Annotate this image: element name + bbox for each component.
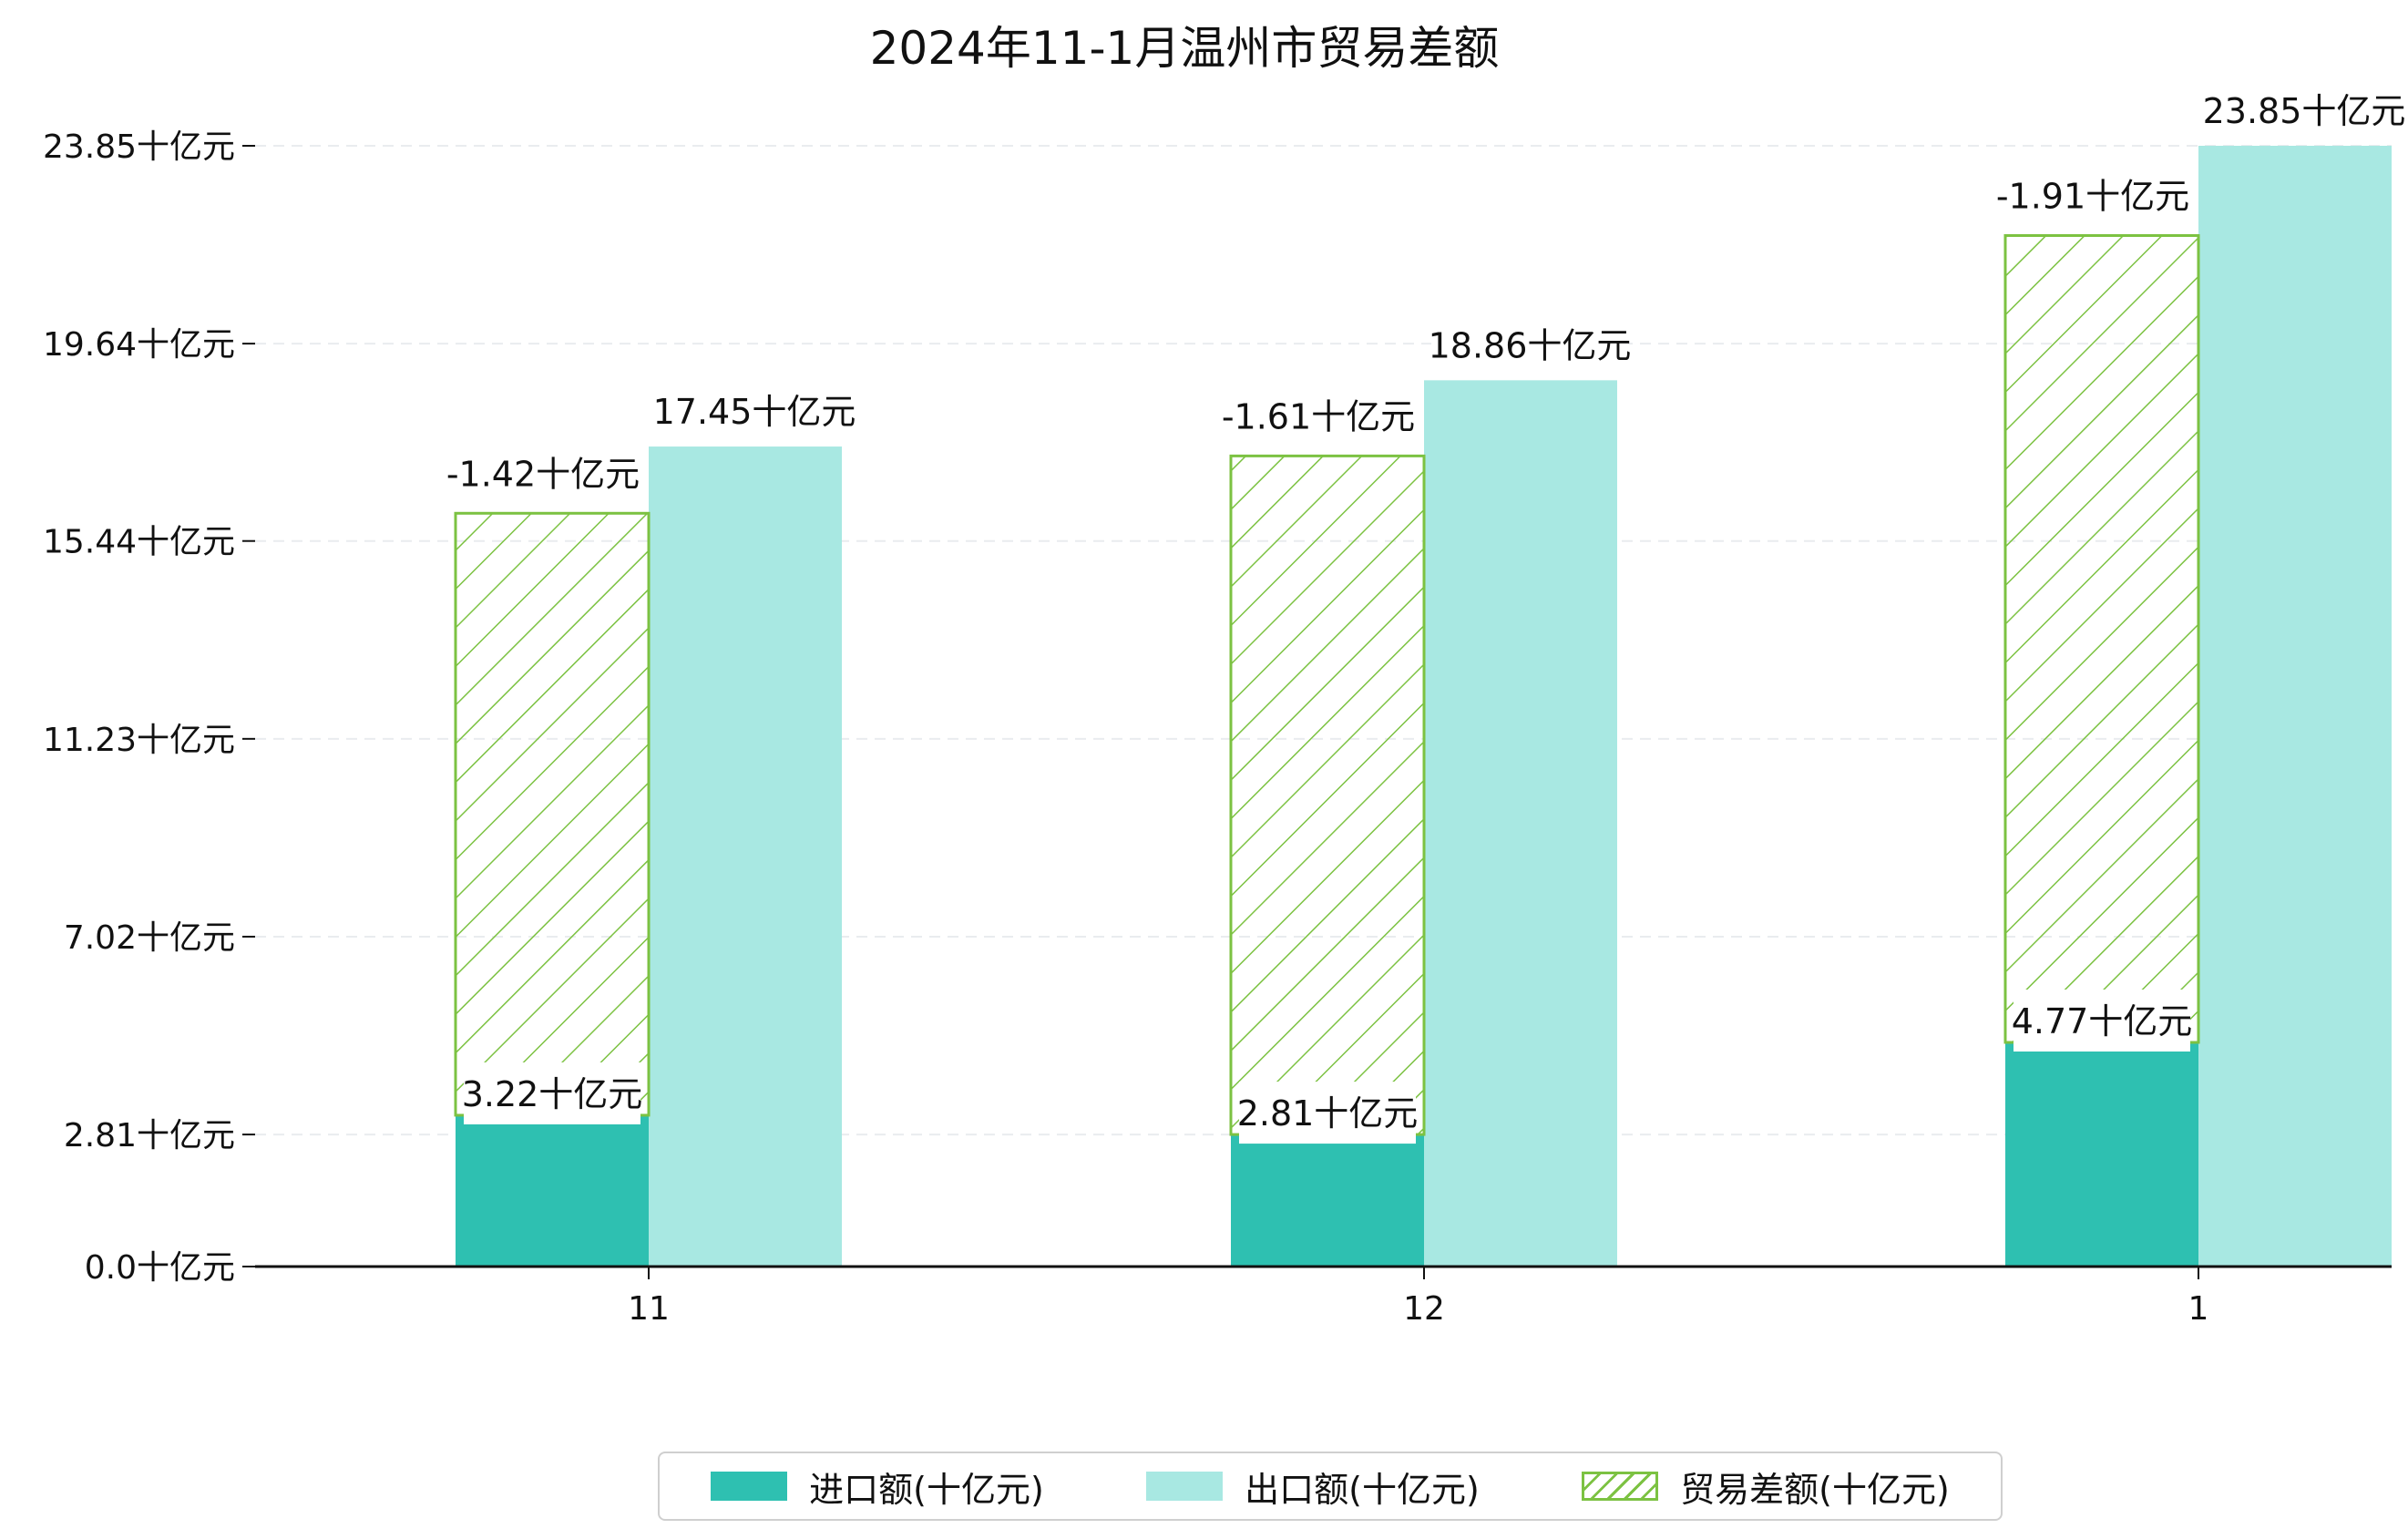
data-label-text: 3.22十亿元 — [462, 1074, 643, 1114]
y-tick-label: 11.23十亿元 — [43, 722, 235, 759]
data-label-background — [1994, 164, 2191, 227]
data-label-text: 23.85十亿元 — [2203, 91, 2406, 131]
data-label-text: -1.42十亿元 — [446, 454, 640, 494]
x-tick-label: 1 — [2188, 1290, 2209, 1328]
data-label: 23.85十亿元 — [2203, 79, 2406, 141]
y-tick-label: 0.0十亿元 — [85, 1249, 235, 1287]
data-label-text: 2.81十亿元 — [1237, 1093, 1419, 1134]
bar-import — [456, 1114, 649, 1267]
legend-item-balance: 贸易差额(十亿元) — [1582, 1462, 1950, 1512]
data-label: 4.77十亿元 — [2012, 990, 2193, 1052]
bar-export — [1424, 380, 1617, 1267]
data-label-background — [1239, 1082, 1416, 1144]
data-labels-group: 3.22十亿元 17.45十亿元 -1.42十亿元 2.81十亿元 18.86十亿元 -1… — [445, 79, 2405, 1144]
data-label: 2.81十亿元 — [1237, 1082, 1419, 1144]
legend: 进口额(十亿元) 出口额(十亿元) 贸易差额(十亿元) — [658, 1452, 2003, 1521]
y-tick-label: 23.85十亿元 — [43, 128, 235, 166]
x-tick-label: 11 — [628, 1290, 670, 1328]
data-label: -1.42十亿元 — [445, 442, 641, 505]
data-label-background — [464, 1062, 640, 1124]
y-tick-label: 2.81十亿元 — [64, 1117, 235, 1154]
legend-label-export: 出口额(十亿元) — [1245, 1469, 1480, 1510]
y-tick-label: 19.64十亿元 — [43, 326, 235, 364]
bar-trade-balance — [2003, 234, 2200, 1044]
data-label-background — [1431, 313, 1628, 376]
data-label: -1.61十亿元 — [1220, 385, 1417, 447]
data-label-text: 17.45十亿元 — [653, 392, 856, 432]
data-label-background — [1220, 385, 1417, 447]
data-label: 18.86十亿元 — [1429, 313, 1632, 376]
legend-label-balance: 贸易差额(十亿元) — [1680, 1469, 1950, 1510]
legend-swatch-import — [711, 1472, 788, 1501]
data-label: 17.45十亿元 — [653, 380, 856, 443]
data-label-text: 18.86十亿元 — [1429, 325, 1632, 365]
data-label-background — [2013, 990, 2190, 1052]
bar-export — [649, 446, 842, 1267]
legend-swatch-balance — [1582, 1472, 1659, 1501]
bar-export — [2198, 146, 2392, 1267]
data-label-text: -1.61十亿元 — [1222, 396, 1415, 436]
legend-label-import: 进口额(十亿元) — [809, 1469, 1044, 1510]
axes-group: 0.0十亿元 2.81十亿元 7.02十亿元 11.23十亿元 15.44十亿元 19.6… — [43, 128, 2392, 1328]
data-label-background — [2206, 79, 2403, 141]
data-label: -1.91十亿元 — [1994, 164, 2191, 227]
legend-item-export: 出口额(十亿元) — [1146, 1462, 1480, 1512]
y-tick-label: 15.44十亿元 — [43, 524, 235, 561]
bar-trade-balance — [454, 511, 651, 1117]
data-label-text: 4.77十亿元 — [2012, 1001, 2193, 1041]
y-tick-label: 7.02十亿元 — [64, 919, 235, 957]
legend-swatch-export — [1146, 1472, 1224, 1501]
legend-item-import: 进口额(十亿元) — [711, 1462, 1044, 1512]
chart-title: 2024年11-1月温州市贸易差额 — [870, 22, 1500, 75]
data-label-text: -1.91十亿元 — [1996, 177, 2189, 217]
bars-group — [454, 146, 2392, 1267]
data-label-background — [445, 442, 641, 505]
data-label-background — [656, 380, 853, 443]
bar-import — [1231, 1134, 1424, 1267]
data-label: 3.22十亿元 — [462, 1062, 643, 1124]
bar-import — [2005, 1042, 2198, 1267]
x-tick-label: 12 — [1403, 1290, 1445, 1328]
bar-trade-balance — [1229, 454, 1426, 1136]
